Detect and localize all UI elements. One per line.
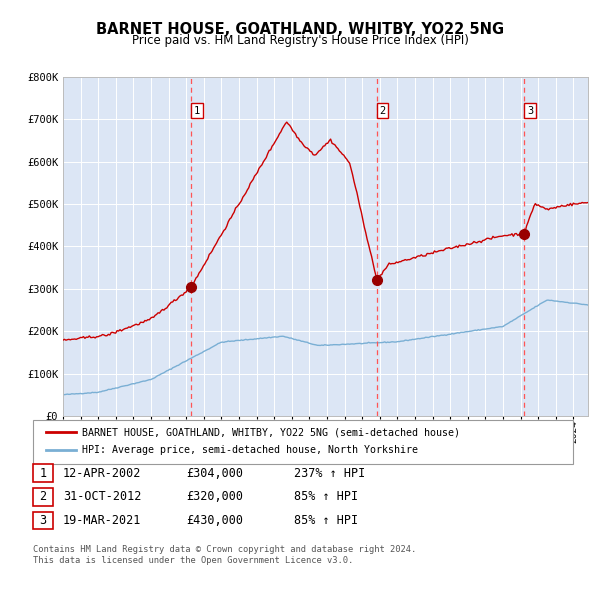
Text: 19-MAR-2021: 19-MAR-2021	[63, 514, 142, 527]
Text: £430,000: £430,000	[186, 514, 243, 527]
Text: 2: 2	[379, 106, 386, 116]
Text: 2: 2	[40, 490, 46, 503]
Text: 1: 1	[194, 106, 200, 116]
Text: 85% ↑ HPI: 85% ↑ HPI	[294, 514, 358, 527]
Text: 3: 3	[40, 514, 46, 527]
Text: 3: 3	[527, 106, 533, 116]
Text: BARNET HOUSE, GOATHLAND, WHITBY, YO22 5NG (semi-detached house): BARNET HOUSE, GOATHLAND, WHITBY, YO22 5N…	[82, 428, 460, 437]
Text: 31-OCT-2012: 31-OCT-2012	[63, 490, 142, 503]
Text: 12-APR-2002: 12-APR-2002	[63, 467, 142, 480]
Text: 237% ↑ HPI: 237% ↑ HPI	[294, 467, 365, 480]
Text: 85% ↑ HPI: 85% ↑ HPI	[294, 490, 358, 503]
Text: 1: 1	[40, 467, 46, 480]
Text: Contains HM Land Registry data © Crown copyright and database right 2024.
This d: Contains HM Land Registry data © Crown c…	[33, 545, 416, 565]
Text: HPI: Average price, semi-detached house, North Yorkshire: HPI: Average price, semi-detached house,…	[82, 445, 418, 455]
Text: £304,000: £304,000	[186, 467, 243, 480]
Text: £320,000: £320,000	[186, 490, 243, 503]
Text: Price paid vs. HM Land Registry's House Price Index (HPI): Price paid vs. HM Land Registry's House …	[131, 34, 469, 47]
Text: BARNET HOUSE, GOATHLAND, WHITBY, YO22 5NG: BARNET HOUSE, GOATHLAND, WHITBY, YO22 5N…	[96, 22, 504, 37]
